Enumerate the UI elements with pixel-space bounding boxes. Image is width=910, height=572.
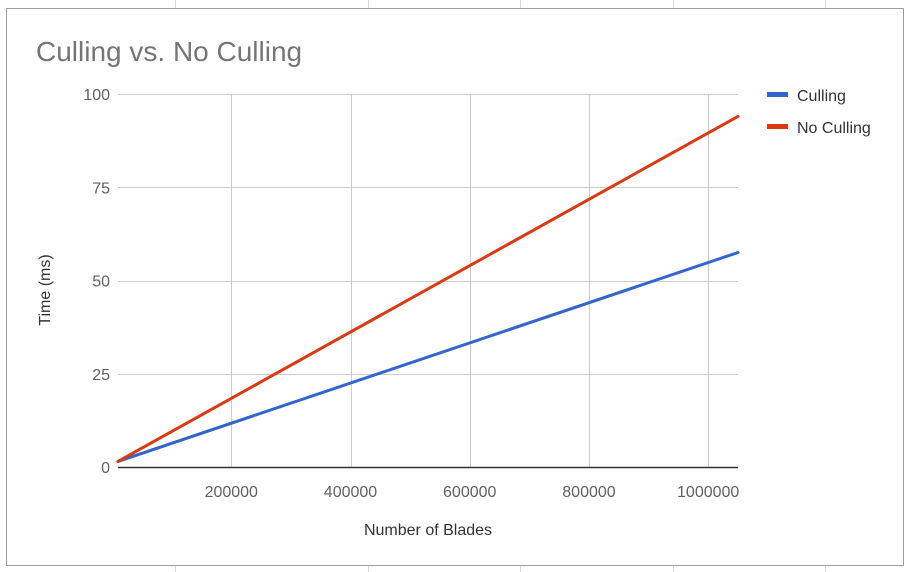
legend-item[interactable]: Culling xyxy=(767,88,846,105)
y-tick-label: 25 xyxy=(92,367,110,384)
x-tick-label: 600000 xyxy=(443,484,496,501)
x-tick-label: 200000 xyxy=(205,484,258,501)
x-tick-label: 800000 xyxy=(562,484,615,501)
legend-swatch xyxy=(767,92,788,97)
series-line-culling[interactable] xyxy=(116,251,740,463)
grid-lines xyxy=(118,94,738,467)
legend-label: No Culling xyxy=(797,120,871,137)
legend-label: Culling xyxy=(797,88,846,105)
y-tick-label: 50 xyxy=(92,274,110,291)
tick-labels: 0 25 50 75 100 200000 400000 600000 800000 100000… xyxy=(83,87,739,501)
x-axis-title: Number of Blades xyxy=(364,522,492,539)
chart-title: Culling vs. No Culling xyxy=(36,36,302,67)
chart-container[interactable] xyxy=(6,8,904,566)
legend[interactable]: Culling No Culling xyxy=(767,88,871,137)
y-tick-label: 100 xyxy=(83,87,110,104)
x-tick-label: 400000 xyxy=(324,484,377,501)
y-tick-label: 0 xyxy=(101,460,110,477)
legend-item[interactable]: No Culling xyxy=(767,120,871,137)
series-lines xyxy=(116,114,740,463)
series-line-no-culling[interactable] xyxy=(116,114,740,463)
legend-swatch xyxy=(767,124,788,129)
x-tick-label: 1000000 xyxy=(677,484,739,501)
y-axis-title: Time (ms) xyxy=(37,254,54,325)
y-tick-label: 75 xyxy=(92,180,110,197)
